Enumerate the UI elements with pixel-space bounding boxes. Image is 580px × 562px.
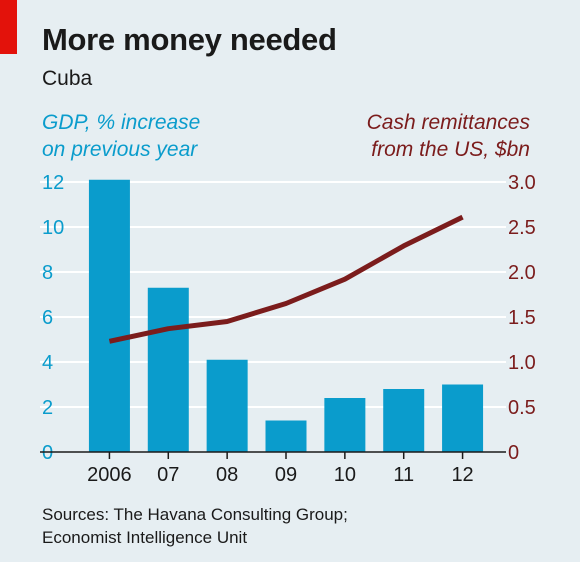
- left-tick-label: 12: [42, 172, 64, 194]
- economist-red-tag: [0, 0, 17, 54]
- chart-subtitle: Cuba: [42, 67, 93, 90]
- chart-title: More money needed: [42, 22, 337, 57]
- left-tick-label: 2: [42, 397, 53, 419]
- right-tick-label: 1.5: [508, 307, 536, 329]
- gdp-bar: [324, 398, 366, 452]
- left-tick-label: 8: [42, 262, 53, 284]
- sources-line-1: Sources: The Havana Consulting Group;: [42, 505, 348, 524]
- right-axis-title: Cash remittances from the US, $bn: [367, 109, 530, 163]
- right-axis-title-line-2: from the US, $bn: [371, 138, 530, 161]
- gdp-bar: [88, 179, 130, 452]
- axes: 0 2 4 6 8 10 12 0 0.5 1.0 1.5 2.0 2.5 3.0 2006 07 08 09 10…: [40, 172, 536, 486]
- gdp-bar: [147, 287, 189, 452]
- left-tick-label: 4: [42, 352, 53, 374]
- right-axis-title-line-1: Cash remittances: [366, 111, 530, 134]
- right-tick-label: 3.0: [508, 172, 536, 194]
- left-axis-title: GDP, % increase on previous year: [42, 109, 200, 163]
- right-tick-label: 0: [508, 442, 519, 464]
- remittance-line: [108, 214, 464, 344]
- right-tick-label: 2.5: [508, 217, 536, 239]
- right-tick-label: 0.5: [508, 397, 536, 419]
- sources-note: Sources: The Havana Consulting Group; Ec…: [42, 503, 348, 549]
- left-axis-title-line-2: on previous year: [42, 138, 198, 161]
- x-tick-label: 08: [216, 464, 238, 486]
- x-tick-label: 11: [393, 464, 414, 486]
- x-tick-label: 09: [275, 464, 297, 486]
- x-tick-label: 2006: [87, 464, 132, 486]
- left-tick-label: 10: [42, 217, 64, 239]
- x-tick-label: 12: [451, 464, 473, 486]
- gdp-bar: [383, 389, 425, 452]
- right-tick-label: 1.0: [508, 352, 536, 374]
- gdp-bar: [265, 420, 307, 452]
- gdp-bar: [442, 384, 484, 452]
- left-tick-label: 6: [42, 307, 53, 329]
- gdp-bar: [206, 359, 248, 452]
- sources-line-2: Economist Intelligence Unit: [42, 528, 248, 547]
- left-axis-title-line-1: GDP, % increase: [42, 111, 201, 134]
- x-tick-label: 10: [334, 464, 356, 486]
- left-tick-label: 0: [42, 442, 53, 464]
- remittance-line-path: [108, 214, 464, 344]
- right-tick-label: 2.0: [508, 262, 536, 284]
- gdp-bars: [88, 179, 484, 452]
- x-tick-label: 07: [157, 464, 179, 486]
